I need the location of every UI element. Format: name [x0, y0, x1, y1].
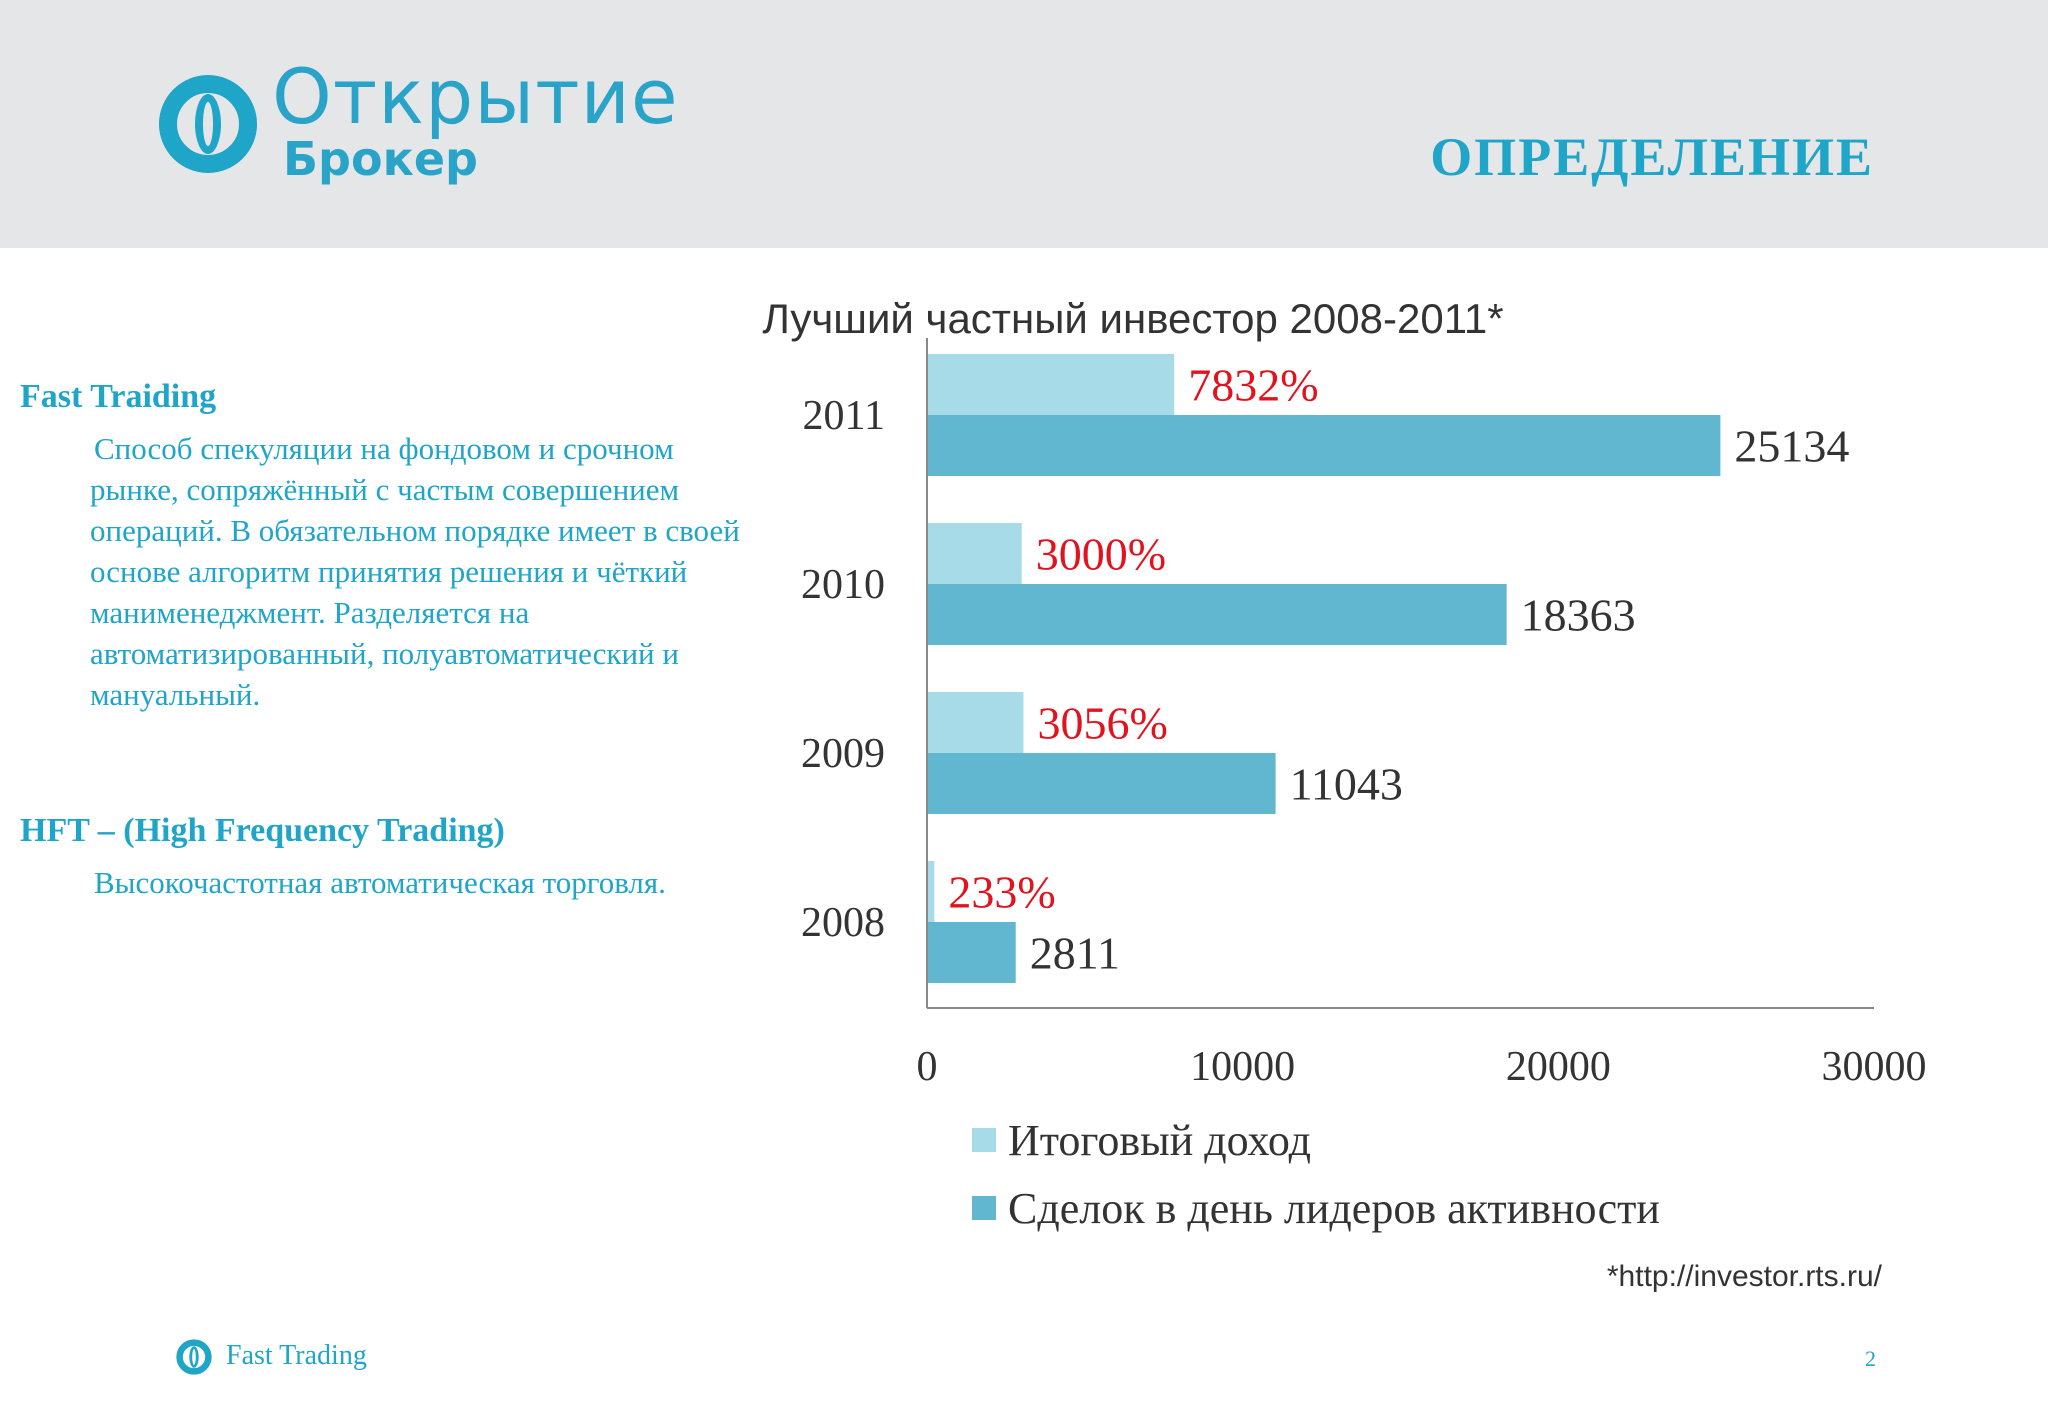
data-label: 18363	[1521, 590, 1636, 641]
legend-swatch	[972, 1128, 996, 1152]
bar	[927, 692, 1024, 753]
x-tick-label: 10000	[1190, 1044, 1295, 1090]
brand-name: Открытие	[272, 52, 679, 141]
bar	[927, 415, 1721, 476]
definition-text: Способ спекуляции на фондовом и срочном …	[90, 431, 740, 712]
category-label: 2009	[801, 731, 885, 777]
category-label: 2008	[801, 900, 885, 946]
data-label: 25134	[1734, 421, 1849, 472]
definition-term: HFT – (High Frequency Trading)	[20, 812, 505, 849]
data-label: 3056%	[1037, 698, 1167, 749]
data-label: 11043	[1290, 759, 1403, 810]
data-label: 2811	[1030, 928, 1120, 979]
x-tick-label: 20000	[1506, 1044, 1611, 1090]
legend-label: Сделок в день лидеров активности	[1008, 1184, 1660, 1233]
bar	[927, 584, 1507, 645]
legend-label: Итоговый доход	[1008, 1116, 1311, 1165]
category-label: 2010	[801, 562, 885, 608]
bar	[927, 523, 1022, 584]
footer-label: Fast Trading	[226, 1340, 367, 1371]
bar	[927, 354, 1175, 415]
definition-text: Высокочастотная автоматическая торговля.	[94, 865, 666, 900]
bar	[927, 861, 935, 922]
page-number: 2	[1865, 1346, 1876, 1371]
header-band	[0, 0, 2048, 248]
data-label: 233%	[948, 867, 1055, 918]
footer-logo-icon	[176, 1339, 212, 1375]
brand-logo-icon	[159, 75, 257, 173]
bar	[927, 922, 1016, 983]
bar	[927, 753, 1276, 814]
brand-sub: Брокер	[283, 132, 478, 186]
x-tick-label: 0	[917, 1044, 938, 1090]
category-label: 2011	[803, 393, 885, 439]
data-label: 3000%	[1036, 529, 1166, 580]
chart-title: Лучший частный инвестор 2008-2011*	[762, 295, 1503, 342]
source-note: *http://investor.rts.ru/	[1607, 1260, 1883, 1293]
x-tick-label: 30000	[1822, 1044, 1927, 1090]
slide-title: ОПРЕДЕЛЕНИЕ	[1430, 127, 1874, 187]
legend-swatch	[972, 1196, 996, 1220]
data-label: 7832%	[1188, 360, 1318, 411]
definition-term: Fast Traiding	[20, 378, 217, 415]
